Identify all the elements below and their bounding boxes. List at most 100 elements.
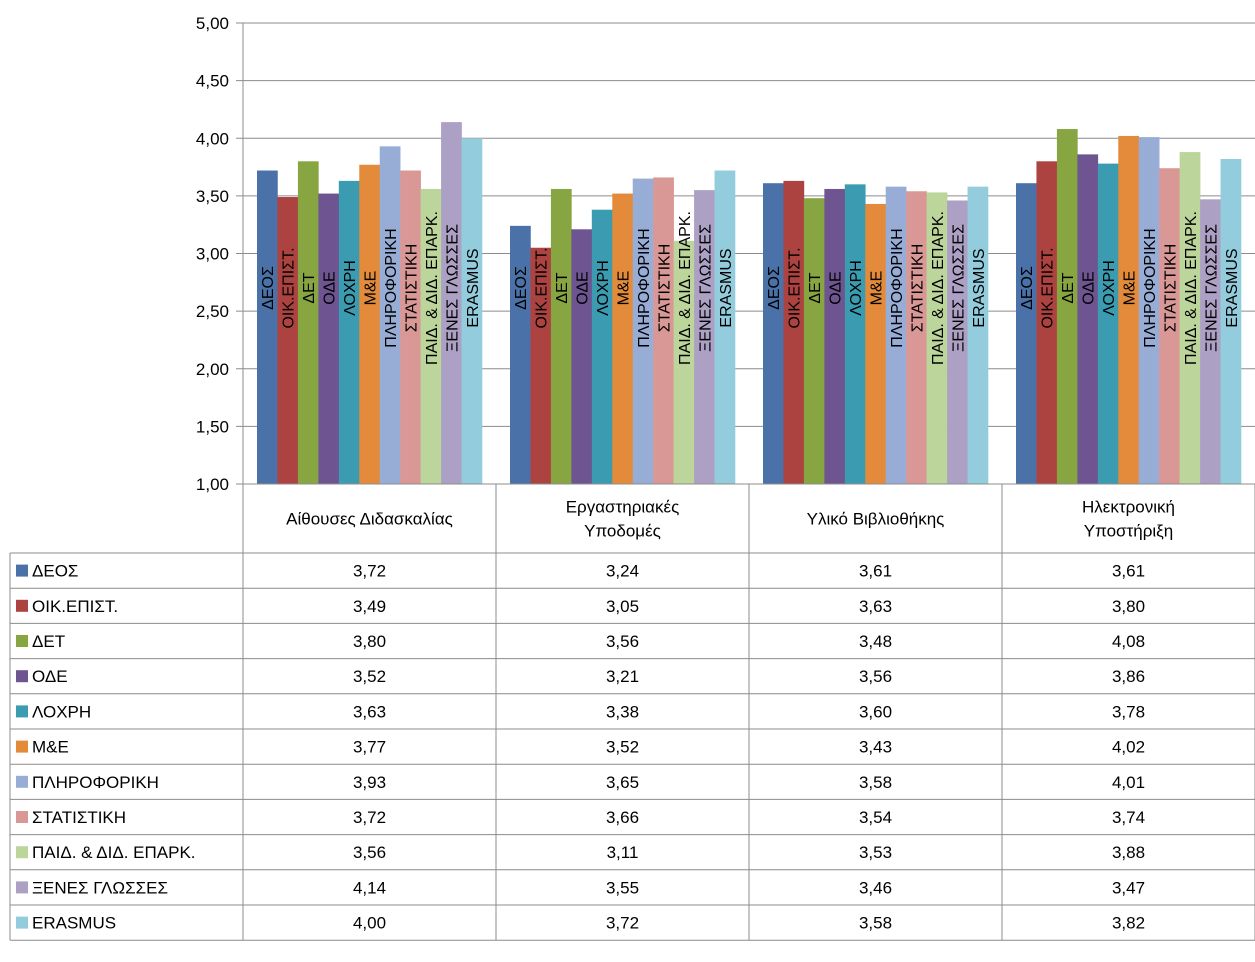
legend-key [16,599,28,612]
legend-key [16,846,28,859]
bar-series-label: ΔΕΤ [807,272,824,303]
data-table-value: 3,72 [353,808,386,827]
bar-series-label: ΔΕΟΣ [513,266,530,310]
bar-series-label: ERASMUS [718,248,735,327]
legend-key [16,670,28,683]
bar [591,209,613,484]
bar-series-label: ERASMUS [465,248,482,327]
bar-series-label: ERASMUS [971,248,988,327]
bar [530,247,552,484]
bar-series-label: ΛΟΧΡΗ [342,260,359,316]
y-tick-label: 1,00 [196,475,229,494]
category-label: Αίθουσες Διδασκαλίας [286,510,453,529]
data-table: Αίθουσες Διδασκαλίας Εργαστηριακές Υποδομέ… [9,483,1255,941]
data-table-value: 3,05 [606,597,639,616]
bar-series-label: ΔΕΤ [301,272,318,303]
bar-series-label: ΟΔΕ [1081,271,1098,304]
data-table-value: 3,53 [859,843,892,862]
bar-series-label: ΠΑΙΔ. & ΔΙΔ. ΕΠΑΡΚ. [930,211,947,365]
legend-series-name: ΔΕΟΣ [32,562,78,581]
data-table-value: 4,08 [1112,632,1145,651]
data-table-value: 3,55 [606,878,639,897]
bar [714,170,736,484]
legend-series-name: ΠΛΗΡΟΦΟΡΙΚΗ [32,773,159,792]
bar [379,146,401,484]
bar-series-label: ΟΙΚ.ΕΠΙΣΤ. [1040,247,1057,328]
bar [571,229,593,484]
bar [612,193,634,484]
data-table-value: 3,48 [859,632,892,651]
data-table-value: 3,63 [353,702,386,721]
legend-series-name: ΟΔΕ [32,667,68,686]
bar [632,178,654,484]
bar [885,186,907,484]
bar [1200,199,1221,484]
bar [461,138,483,484]
data-table-value: 3,52 [606,738,639,757]
bar [844,184,866,484]
data-table-value: 4,00 [353,914,386,933]
legend-key [16,705,28,718]
bar [400,170,421,484]
y-tick-label: 1,50 [196,417,229,436]
bar [824,188,846,484]
category-label: Υποδομές [584,522,661,541]
bar [906,191,927,484]
bar [653,177,674,484]
bar [441,122,462,485]
data-table-value: 3,78 [1112,702,1145,721]
data-table-value: 3,82 [1112,914,1145,933]
data-table-value: 3,93 [353,773,386,792]
data-table-value: 3,38 [606,702,639,721]
data-table-value: 3,61 [859,562,892,581]
data-table-value: 3,21 [606,667,639,686]
bar-series-label: Μ&Ε [616,271,633,306]
bar [510,225,531,484]
bar [318,193,340,484]
data-table-value: 3,46 [859,878,892,897]
bar [1036,161,1058,485]
bar-series-label: ΠΛΗΡΟΦΟΡΙΚΗ [1142,228,1159,347]
bar-series-label: ΞΕΝΕΣ ΓΛΩΣΣΕΣ [444,224,461,352]
data-table-value: 3,43 [859,738,892,757]
y-tick-label: 4,00 [196,129,229,148]
bar-series-label: ΠΑΙΔ. & ΔΙΔ. ΕΠΑΡΚ. [677,211,694,365]
y-tick-label: 3,00 [196,245,229,264]
bar-series-label: ΔΕΟΣ [1019,266,1036,310]
legend-key [16,564,28,577]
legend-key [16,635,28,647]
bar-series-label: ΠΛΗΡΟΦΟΡΙΚΗ [889,228,906,347]
bar [1220,158,1242,484]
bar-series-label: ΣΤΑΤΙΣΤΙΚΗ [1162,244,1179,333]
data-table-value: 3,80 [353,632,386,651]
data-table-value: 3,72 [606,914,639,933]
bar [420,188,442,484]
data-table-value: 3,60 [859,702,892,721]
bar [1016,183,1037,484]
bar-series-label: ΠΛΗΡΟΦΟΡΙΚΗ [383,228,400,347]
bar [967,186,989,484]
data-table-value: 3,47 [1112,878,1145,897]
bar-series-label: ΟΙΚ.ΕΠΙΣΤ. [281,247,298,328]
y-axis-ticks: 1,00 1,50 2,00 2,50 3,00 3,50 4,00 4,50 5,00 [196,14,229,494]
bar-series-label: ΣΤΑΤΙΣΤΙΚΗ [403,244,420,333]
bar-series-label: ΟΔΕ [322,271,339,304]
legend-key [16,740,28,753]
bar [297,161,319,485]
bar [1097,163,1119,485]
bar-series-label: ΣΤΑΤΙΣΤΙΚΗ [909,244,926,333]
bar-series-label: ΞΕΝΕΣ ΓΛΩΣΣΕΣ [950,224,967,352]
bar-series-label: ΟΙΚ.ΕΠΙΣΤ. [787,247,804,328]
bar-series-label: ΔΕΤ [554,272,571,303]
bar-series-label: ΛΟΧΡΗ [1101,260,1118,316]
bar-series-label: ΟΙΚ.ΕΠΙΣΤ. [534,247,551,328]
legend-series-name: ΔΕΤ [32,632,65,651]
data-table-value: 3,61 [1112,562,1145,581]
legend-series-name: ΠΑΙΔ. & ΔΙΔ. ΕΠΑΡΚ. [32,843,196,862]
bar-series-label: Μ&Ε [1122,271,1139,306]
bar [947,200,968,485]
bar-series-label: Μ&Ε [363,271,380,306]
bar [763,183,784,484]
data-table-value: 3,56 [353,843,386,862]
bar-series-label: ΠΑΙΔ. & ΔΙΔ. ΕΠΑΡΚ. [424,211,441,365]
